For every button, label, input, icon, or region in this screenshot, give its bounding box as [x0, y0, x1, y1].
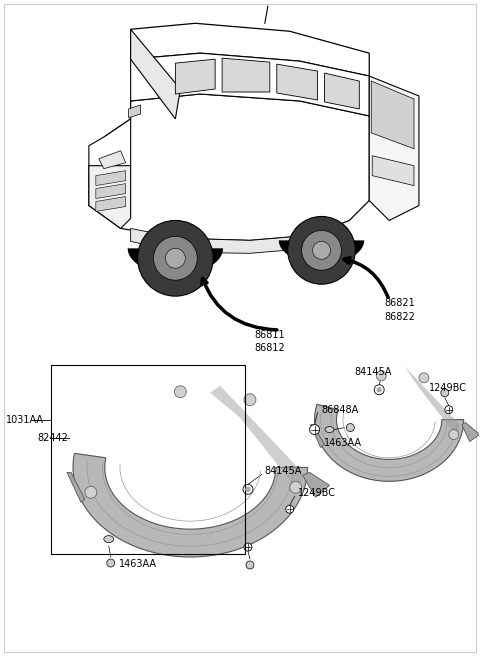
Text: 86821: 86821 — [384, 298, 415, 308]
Circle shape — [374, 385, 384, 395]
Polygon shape — [131, 53, 369, 116]
Polygon shape — [131, 228, 310, 253]
Polygon shape — [277, 64, 318, 100]
Polygon shape — [67, 472, 85, 502]
Circle shape — [244, 543, 252, 551]
Polygon shape — [369, 76, 419, 220]
Circle shape — [286, 505, 294, 513]
Polygon shape — [175, 59, 215, 94]
Circle shape — [347, 424, 354, 432]
Circle shape — [154, 236, 197, 280]
Circle shape — [166, 249, 185, 268]
Text: 86822: 86822 — [384, 312, 415, 322]
Polygon shape — [96, 184, 126, 199]
Text: 1249BC: 1249BC — [429, 382, 467, 393]
Polygon shape — [89, 119, 131, 166]
Circle shape — [138, 220, 213, 296]
Circle shape — [288, 216, 355, 284]
Text: 86812: 86812 — [254, 343, 285, 353]
Text: 86848A: 86848A — [322, 405, 359, 415]
Circle shape — [301, 230, 341, 270]
Polygon shape — [73, 453, 308, 557]
Circle shape — [376, 387, 382, 392]
Circle shape — [243, 484, 253, 494]
Polygon shape — [99, 151, 126, 169]
Polygon shape — [404, 366, 460, 438]
Circle shape — [107, 559, 115, 567]
Text: 86811: 86811 — [254, 330, 285, 340]
Circle shape — [174, 386, 186, 398]
Bar — [51, 365, 245, 554]
Polygon shape — [129, 105, 141, 118]
Polygon shape — [462, 422, 480, 441]
Polygon shape — [128, 249, 223, 275]
Circle shape — [312, 241, 330, 259]
Polygon shape — [324, 73, 360, 109]
Polygon shape — [314, 404, 464, 482]
Polygon shape — [302, 472, 329, 497]
Circle shape — [376, 371, 386, 380]
Polygon shape — [131, 30, 180, 119]
Ellipse shape — [104, 535, 114, 543]
Circle shape — [449, 430, 459, 440]
Text: 82442: 82442 — [37, 432, 68, 443]
Circle shape — [310, 424, 320, 434]
Text: 84145A: 84145A — [354, 367, 392, 377]
Text: 1031AA: 1031AA — [6, 415, 44, 424]
Circle shape — [85, 486, 97, 499]
Polygon shape — [96, 171, 126, 186]
Polygon shape — [210, 386, 302, 492]
Text: 1463AA: 1463AA — [324, 438, 361, 447]
Polygon shape — [372, 155, 414, 186]
Circle shape — [290, 482, 301, 493]
Ellipse shape — [325, 426, 334, 432]
Circle shape — [246, 561, 254, 569]
Circle shape — [445, 405, 453, 414]
Circle shape — [244, 394, 256, 405]
Polygon shape — [311, 424, 324, 447]
Circle shape — [441, 389, 449, 397]
Text: 1249BC: 1249BC — [298, 488, 336, 499]
Text: 84145A: 84145A — [265, 466, 302, 476]
Polygon shape — [279, 240, 364, 264]
Polygon shape — [89, 94, 369, 240]
Text: 1463AA: 1463AA — [119, 559, 156, 569]
Circle shape — [419, 373, 429, 382]
Circle shape — [245, 487, 251, 492]
Polygon shape — [96, 197, 126, 211]
Polygon shape — [371, 81, 414, 149]
Polygon shape — [131, 24, 369, 76]
Polygon shape — [222, 58, 270, 92]
Polygon shape — [89, 136, 131, 228]
